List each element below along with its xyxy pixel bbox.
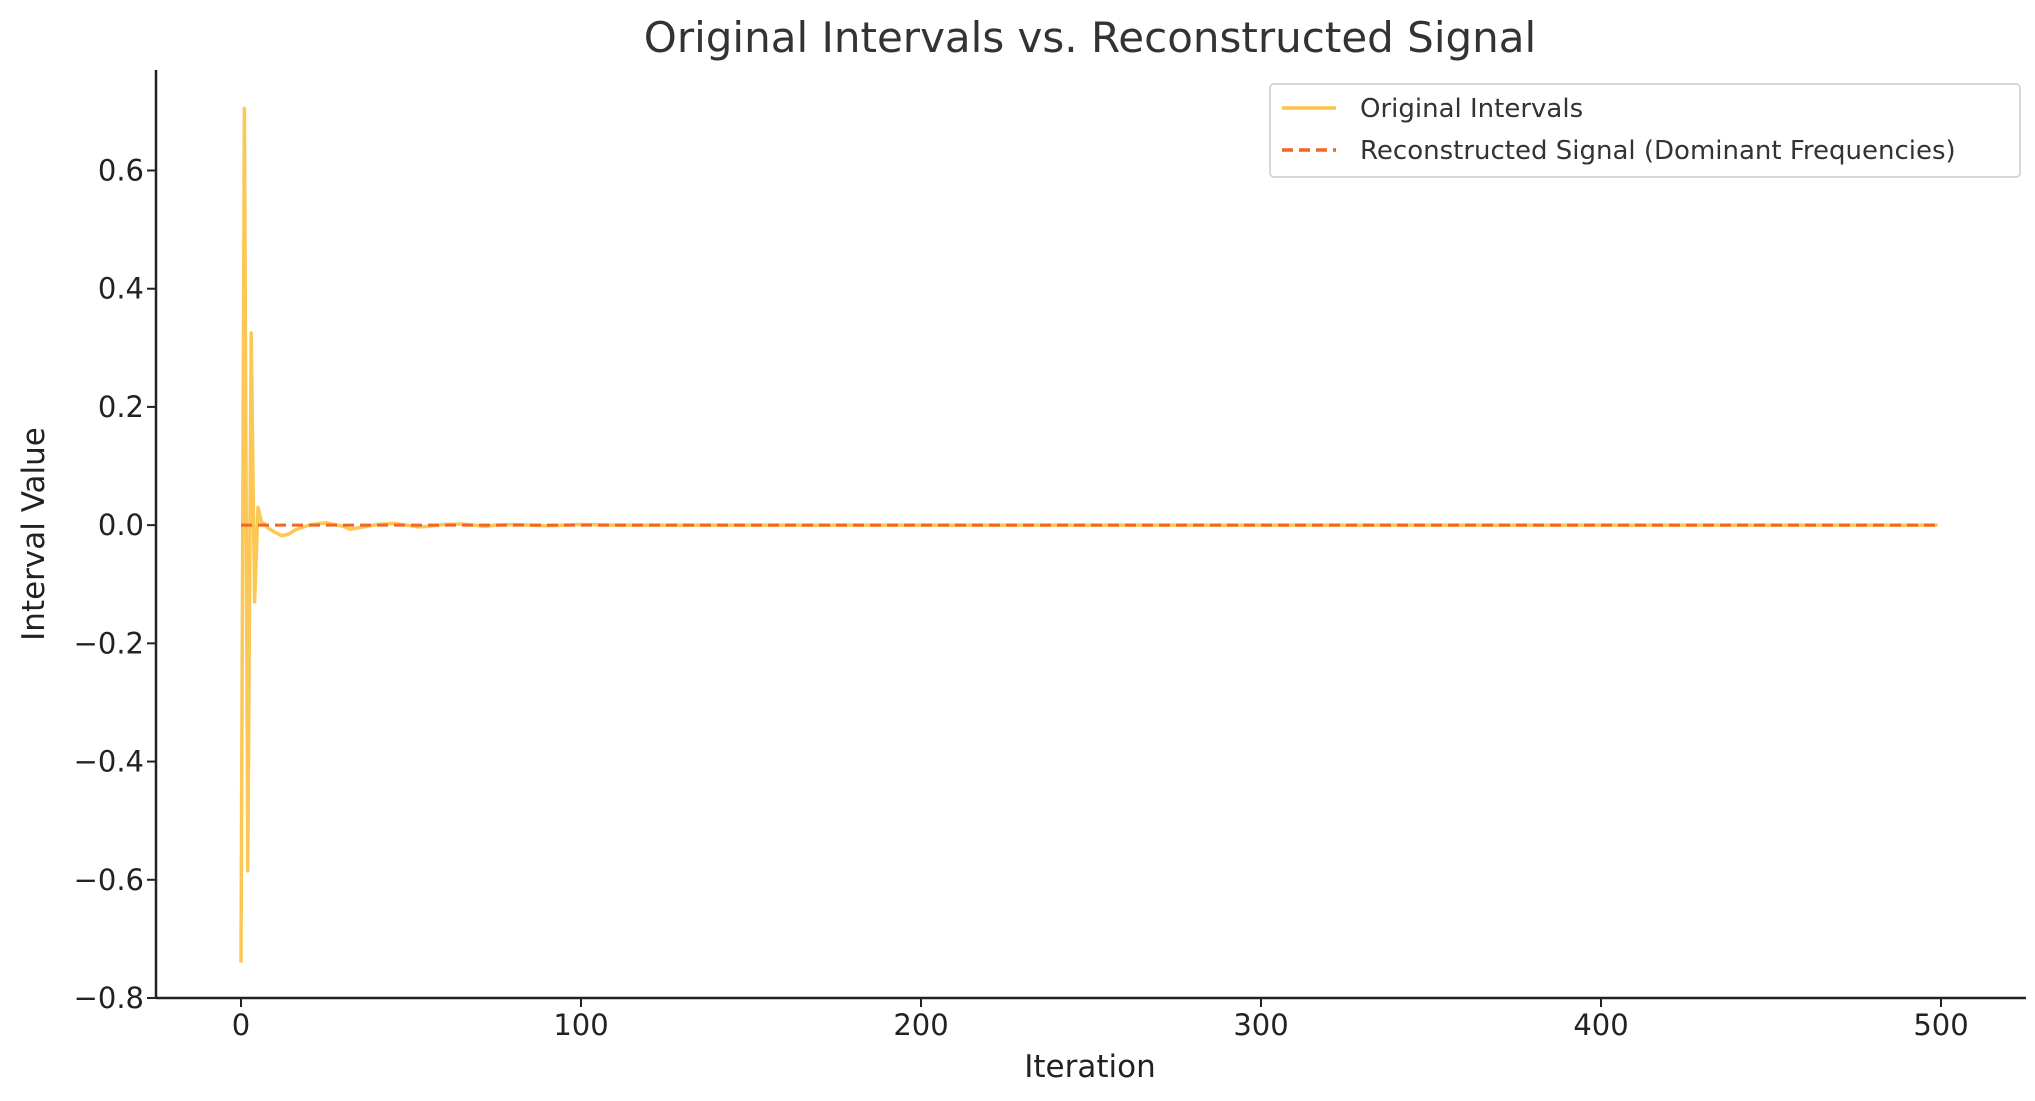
y-tick-label: 0.4 xyxy=(98,272,144,306)
y-tick-label: 0.6 xyxy=(98,153,144,187)
series-line-original-intervals xyxy=(239,106,1938,963)
x-tick-label: 200 xyxy=(893,1008,948,1042)
x-tick-label: 300 xyxy=(1233,1008,1288,1042)
series-layer xyxy=(239,106,1938,963)
legend-frame xyxy=(1269,83,2021,178)
y-tick-label: 0.0 xyxy=(98,508,144,542)
x-axis-title: Iteration xyxy=(1024,1049,1156,1085)
x-tick-label: 0 xyxy=(232,1008,250,1042)
y-tick-label: −0.2 xyxy=(74,626,144,660)
x-tick-label: 100 xyxy=(553,1008,608,1042)
y-tick-label: −0.8 xyxy=(74,981,144,1015)
y-tick-label: −0.6 xyxy=(74,863,144,897)
legend-label-reconstructed-signal: Reconstructed Signal (Dominant Frequenci… xyxy=(1360,136,1956,166)
y-axis-title: Interval Value xyxy=(16,427,52,641)
y-axis: 0.6 0.4 0.2 0.0 −0.2 −0.4 −0.6 −0.8 xyxy=(74,70,158,1015)
y-tick-label: 0.2 xyxy=(98,390,144,424)
legend-label-original-intervals: Original Intervals xyxy=(1360,94,1583,124)
x-tick-label: 400 xyxy=(1573,1008,1628,1042)
legend: Original Intervals Reconstructed Signal … xyxy=(1269,83,2021,178)
y-tick-label: −0.4 xyxy=(74,745,144,779)
x-axis: 0 100 200 300 400 500 xyxy=(156,996,2026,1042)
x-tick-label: 500 xyxy=(1913,1008,1968,1042)
plot-area: 0.6 0.4 0.2 0.0 −0.2 −0.4 −0.6 −0.8 0 100 200 300 4… xyxy=(74,70,2026,1042)
chart-title: Original Intervals vs. Reconstructed Sig… xyxy=(644,13,1536,62)
